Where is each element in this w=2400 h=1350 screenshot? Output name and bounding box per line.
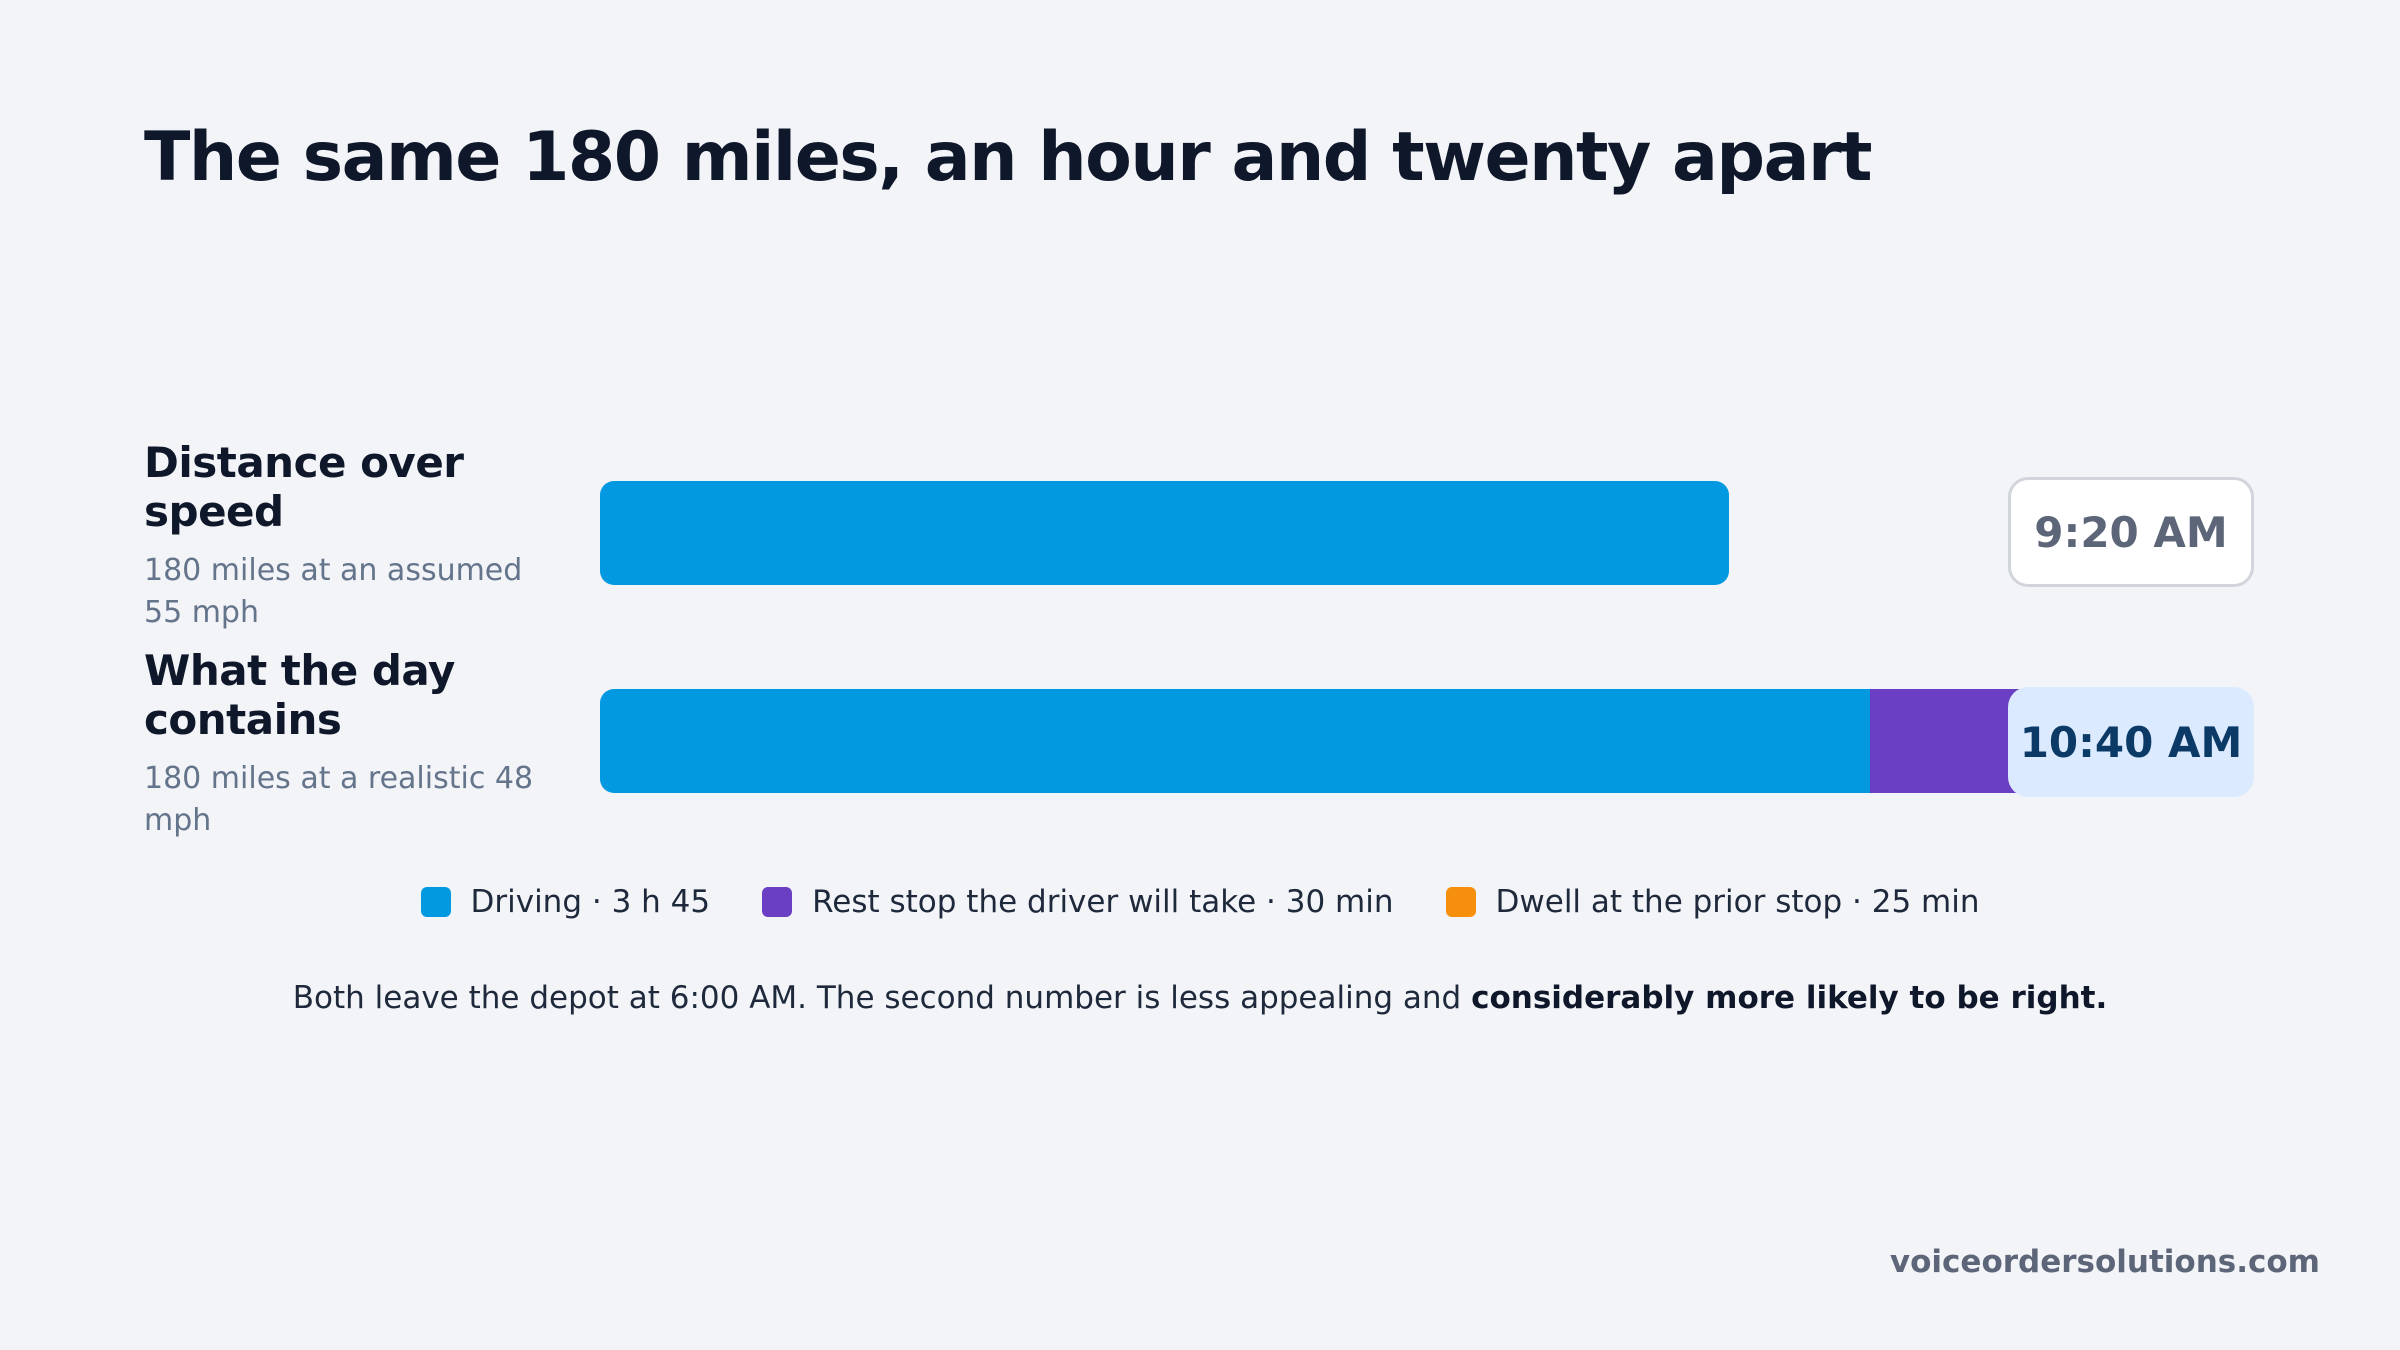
chart-title: The same 180 miles, an hour and twenty a… [144, 118, 1873, 197]
legend-label: Rest stop the driver will take · 30 min [812, 884, 1394, 920]
footnote: Both leave the depot at 6:00 AM. The sec… [0, 980, 2400, 1016]
bar-distance-over-speed [600, 481, 1729, 585]
legend: Driving · 3 h 45 Rest stop the driver wi… [0, 884, 2400, 920]
driving-segment [600, 481, 1729, 585]
legend-swatch [1445, 887, 1476, 917]
brand-url: voiceordersolutions.com [1889, 1244, 2320, 1280]
legend-swatch [420, 887, 451, 917]
footnote-text: Both leave the depot at 6:00 AM. The sec… [292, 980, 1472, 1016]
row-subtitle: 180 miles at an assumed 55 mph [144, 553, 523, 630]
legend-swatch [762, 887, 793, 917]
row-title: Distance over speed [144, 438, 464, 536]
legend-label: Driving · 3 h 45 [470, 884, 711, 920]
bar-what-the-day-contains [600, 689, 2180, 793]
row-title: What the day contains [144, 646, 455, 744]
legend-item-rest-stop: Rest stop the driver will take · 30 min [762, 884, 1394, 920]
driving-segment [600, 689, 1870, 793]
footnote-emphasis: considerably more likely to be right. [1471, 980, 2108, 1016]
row-subtitle: 180 miles at a realistic 48 mph [144, 761, 534, 838]
legend-label: Dwell at the prior stop · 25 min [1495, 884, 1980, 920]
legend-item-dwell: Dwell at the prior stop · 25 min [1445, 884, 1980, 920]
arrival-time-badge-highlight: 10:40 AM [2008, 687, 2254, 797]
row-label-what-the-day-contains: What the day contains 180 miles at a rea… [144, 646, 564, 842]
legend-item-driving: Driving · 3 h 45 [420, 884, 711, 920]
row-label-distance-over-speed: Distance over speed 180 miles at an assu… [144, 438, 564, 634]
arrival-time-badge: 9:20 AM [2008, 477, 2254, 587]
